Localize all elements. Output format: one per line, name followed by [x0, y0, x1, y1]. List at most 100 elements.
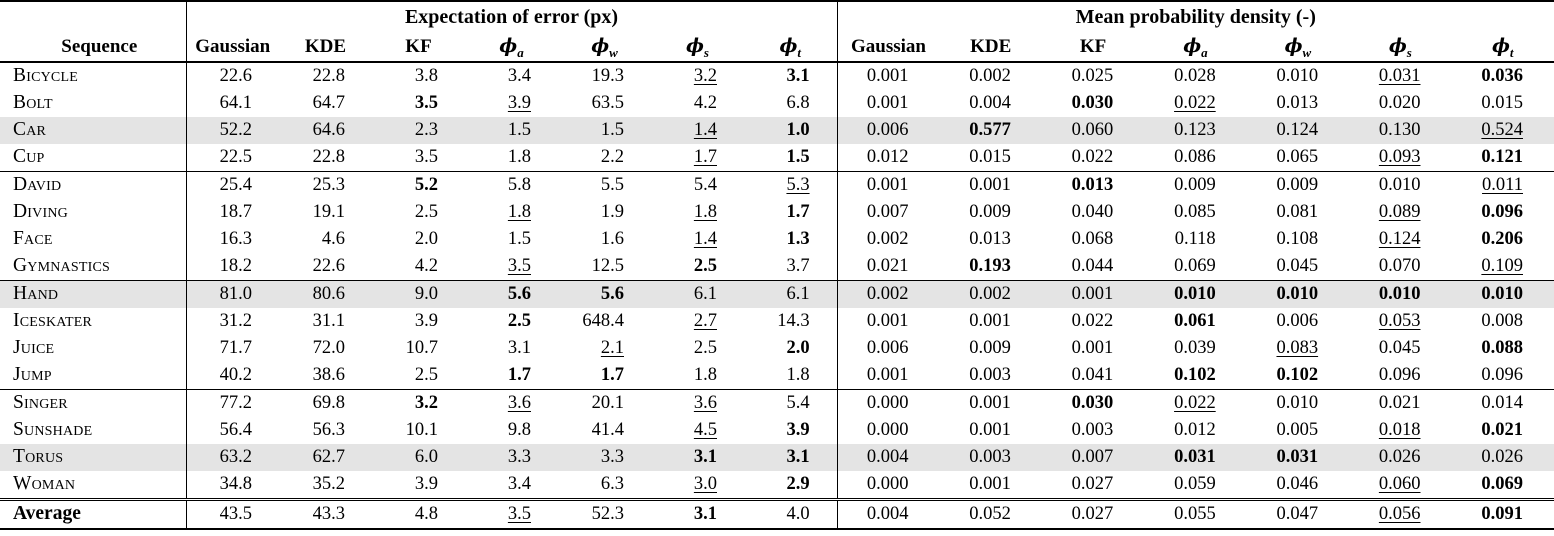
- group-header-density: Mean probability density (-): [836, 1, 1554, 32]
- row-label: Bicycle: [0, 62, 187, 90]
- error-cell: 3.5: [372, 144, 465, 172]
- density-cell: 0.014: [1451, 389, 1554, 417]
- cell-value: 0.001: [866, 65, 909, 86]
- density-cell: 0.070: [1349, 253, 1451, 281]
- error-cell: 4.8: [372, 498, 465, 529]
- cell-value: 5.8: [507, 174, 531, 195]
- cell-value: 0.008: [1481, 310, 1523, 331]
- table-row-juice: Juice 71.7 72.0 10.7 3.1 2.1 2.5 2.0 0.006 0.009 0…: [0, 335, 1554, 362]
- cell-value: 19.1: [312, 201, 345, 222]
- cell-value: 52.3: [591, 503, 624, 524]
- error-cell: 25.4: [186, 171, 279, 199]
- phi-symbol: ϕ: [1388, 34, 1407, 57]
- density-cell: 0.045: [1349, 335, 1451, 362]
- density-cell: 0.013: [1247, 90, 1349, 117]
- error-cell: 9.8: [465, 417, 558, 444]
- cell-value: 2.1: [600, 337, 624, 358]
- cell-value: 1.7: [693, 146, 717, 167]
- cell-value: 0.121: [1481, 146, 1523, 167]
- density-cell: 0.081: [1247, 199, 1349, 226]
- col-header-phi-w: ϕw: [1246, 32, 1350, 63]
- col-header-kde: KDE: [279, 32, 372, 63]
- density-cell: 0.041: [1042, 362, 1144, 390]
- cell-value: 0.000: [866, 419, 909, 440]
- cell-value: 0.045: [1276, 255, 1319, 276]
- density-cell: 0.045: [1247, 253, 1349, 281]
- cell-value: 0.022: [1174, 92, 1216, 113]
- cell-value: 0.010: [1378, 283, 1421, 304]
- table-row-car: Car 52.2 64.6 2.3 1.5 1.5 1.4 1.0 0.006 0.577 0.06…: [0, 117, 1554, 144]
- cell-value: 56.4: [219, 419, 252, 440]
- col-header-phi-s: ϕs: [651, 32, 744, 63]
- cell-value: 0.031: [1174, 446, 1216, 467]
- cell-value: 0.018: [1378, 419, 1421, 440]
- cell-value: 3.2: [693, 65, 717, 86]
- density-cell: 0.006: [1247, 308, 1349, 335]
- error-cell: 1.3: [744, 226, 837, 253]
- cell-value: 0.088: [1481, 337, 1523, 358]
- cell-value: 0.007: [1071, 446, 1114, 467]
- cell-value: 20.1: [591, 392, 624, 413]
- error-cell: 3.6: [651, 389, 744, 417]
- cell-value: 0.061: [1174, 310, 1216, 331]
- table-header: Expectation of error (px) Mean probabili…: [0, 1, 1554, 63]
- cell-value: 25.4: [219, 174, 252, 195]
- density-cell: 0.028: [1144, 62, 1246, 90]
- cell-value: 2.0: [414, 228, 438, 249]
- cell-value: 1.8: [507, 201, 531, 222]
- density-cell: 0.030: [1042, 90, 1144, 117]
- col-header-phi-t: ϕt: [744, 32, 838, 63]
- cell-value: 3.7: [786, 255, 810, 276]
- cell-value: 1.0: [786, 119, 810, 140]
- cell-value: 0.010: [1481, 283, 1523, 304]
- error-cell: 4.2: [372, 253, 465, 281]
- density-cell: 0.027: [1042, 471, 1144, 500]
- cell-value: 22.8: [312, 65, 345, 86]
- cell-value: 80.6: [312, 283, 345, 304]
- col-header-phi-w: ϕw: [558, 32, 651, 63]
- cell-value: 5.6: [507, 283, 531, 304]
- cell-value: 1.7: [600, 364, 624, 385]
- density-cell: 0.021: [1452, 417, 1554, 444]
- cell-value: 0.041: [1071, 364, 1114, 385]
- cell-value: 0.081: [1276, 201, 1319, 222]
- cell-value: 0.011: [1482, 174, 1523, 195]
- error-cell: 2.5: [651, 253, 744, 281]
- cell-value: 0.025: [1071, 65, 1114, 86]
- cell-value: 38.6: [312, 364, 345, 385]
- density-cell: 0.102: [1247, 362, 1349, 390]
- cell-value: 6.0: [414, 446, 438, 467]
- cell-value: 0.007: [866, 201, 909, 222]
- error-cell: 3.9: [465, 90, 558, 117]
- error-cell: 22.5: [186, 144, 279, 172]
- cell-value: 0.093: [1378, 146, 1421, 167]
- cell-value: 6.8: [786, 92, 810, 113]
- col-header-gaussian: Gaussian: [186, 32, 279, 63]
- density-cell: 0.096: [1452, 362, 1554, 390]
- cell-value: 0.022: [1174, 392, 1216, 413]
- cell-value: 3.6: [693, 392, 717, 413]
- density-cell: 0.000: [836, 417, 940, 444]
- cell-value: 31.1: [312, 310, 345, 331]
- density-cell: 0.015: [939, 144, 1041, 172]
- corner-cell: [0, 1, 187, 32]
- group-header-error: Expectation of error (px): [404, 5, 619, 28]
- cell-value: 0.069: [1481, 473, 1523, 494]
- cell-value: 25.3: [312, 174, 345, 195]
- cell-value: 0.012: [866, 146, 909, 167]
- cell-value: 2.0: [786, 337, 810, 358]
- phi-symbol: ϕ: [686, 34, 704, 57]
- error-cell: 38.6: [279, 362, 372, 390]
- error-cell: 3.1: [651, 444, 744, 471]
- row-label: Jump: [0, 362, 187, 390]
- density-cell: 0.002: [836, 280, 940, 308]
- error-cell: 1.5: [465, 117, 558, 144]
- cell-value: 0.086: [1174, 146, 1216, 167]
- error-cell: 20.1: [558, 389, 651, 417]
- error-cell: 25.3: [279, 171, 372, 199]
- col-header-phi-s: ϕs: [1349, 32, 1452, 63]
- cell-value: 1.5: [507, 228, 531, 249]
- cell-value: 41.4: [591, 419, 624, 440]
- cell-value: 0.003: [1071, 419, 1114, 440]
- cell-value: 18.7: [219, 201, 252, 222]
